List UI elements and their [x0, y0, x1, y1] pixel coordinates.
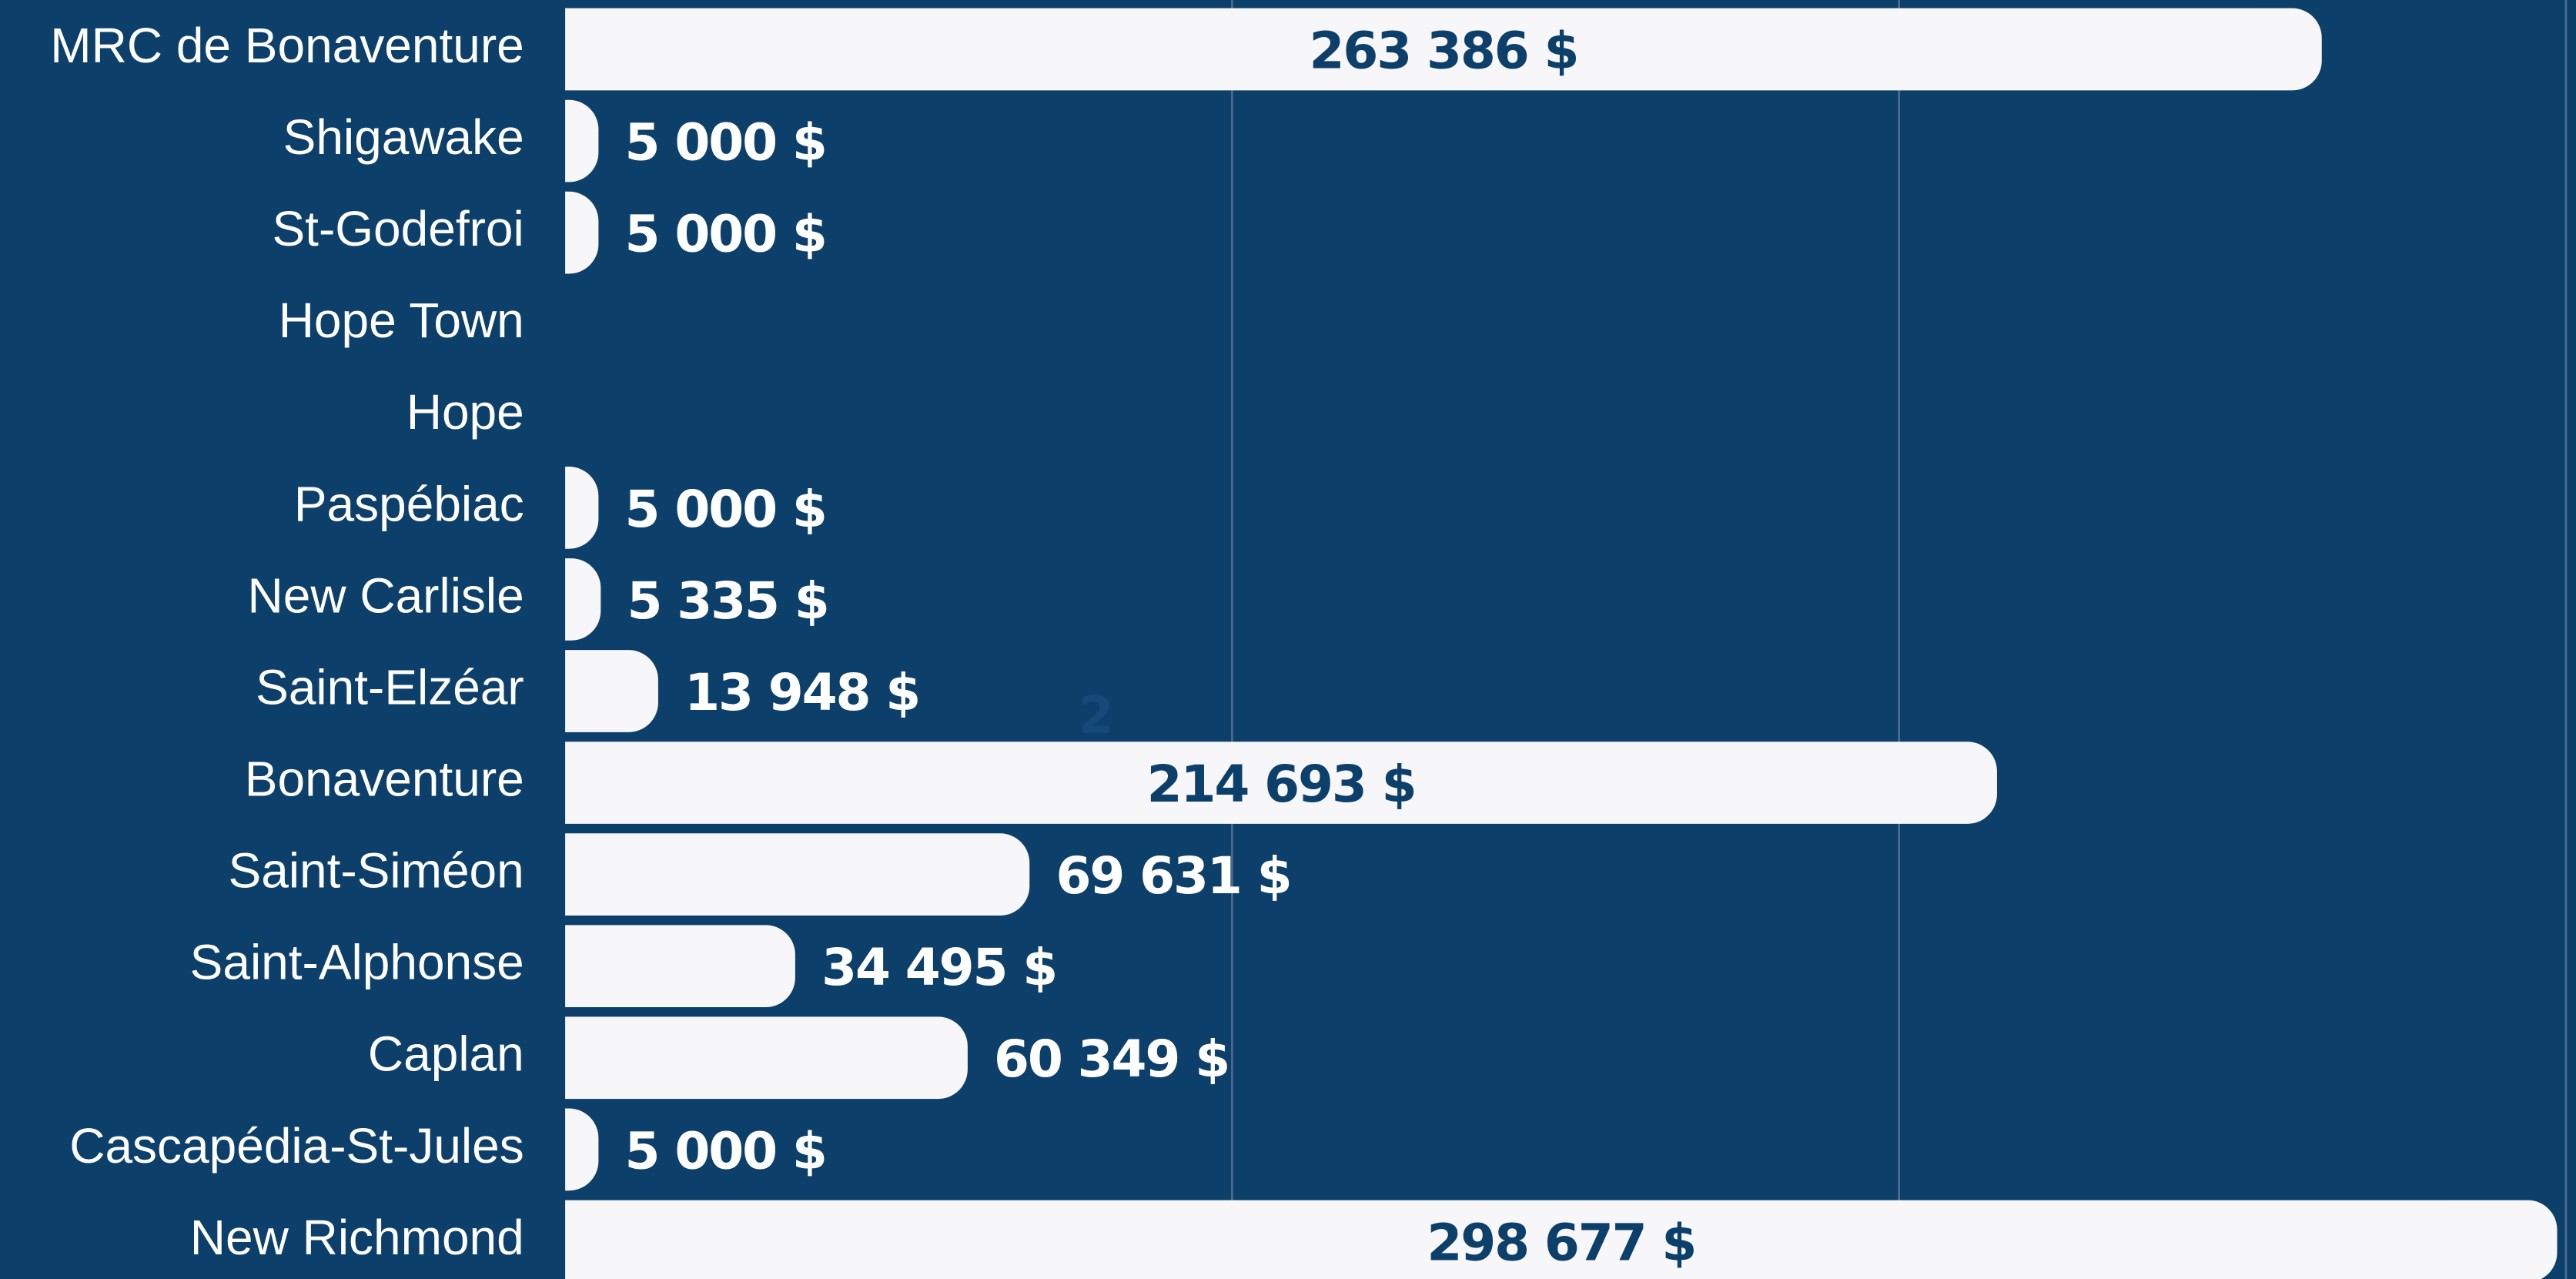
value-label: 5 000 $	[625, 113, 826, 172]
category-label: St-Godefroi	[273, 201, 524, 256]
value-label: 60 349 $	[994, 1030, 1229, 1089]
annotation: 2	[1079, 685, 1112, 745]
category-label: Paspébiac	[294, 476, 524, 531]
value-label: 5 335 $	[627, 571, 828, 631]
category-label: Bonaventure	[245, 751, 524, 806]
category-label: Shigawake	[283, 109, 524, 165]
category-label: New Carlisle	[248, 568, 524, 623]
value-label: 5 000 $	[625, 1121, 826, 1180]
value-label: 34 495 $	[821, 938, 1056, 997]
category-label: Hope Town	[279, 293, 524, 348]
bar	[565, 1200, 2558, 1279]
value-label: 5 000 $	[625, 205, 826, 264]
category-label: Caplan	[368, 1026, 524, 1082]
category-label: MRC de Bonaventure	[50, 18, 524, 73]
bar	[565, 742, 1997, 824]
category-label: New Richmond	[190, 1210, 524, 1265]
bar	[565, 1016, 968, 1100]
bar	[565, 467, 599, 549]
bar	[565, 99, 599, 182]
bar	[565, 558, 601, 641]
value-label: 13 948 $	[684, 663, 919, 722]
value-label: 263 386 $	[1309, 21, 1577, 80]
bar	[565, 650, 658, 732]
value-label: 298 677 $	[1427, 1213, 1695, 1272]
category-label: Hope	[406, 384, 524, 440]
bar	[565, 8, 2322, 91]
bar	[565, 191, 599, 274]
bar	[565, 1108, 599, 1191]
category-label: Saint-Elzéar	[256, 659, 524, 715]
category-label: Saint-Siméon	[229, 843, 524, 899]
bar	[565, 833, 1030, 916]
value-label: 69 631 $	[1055, 846, 1290, 906]
value-label: 214 693 $	[1147, 755, 1416, 814]
bar	[565, 925, 795, 1008]
category-label: Saint-Alphonse	[190, 935, 524, 990]
value-label: 5 000 $	[625, 480, 826, 539]
category-label: Cascapédia-St-Jules	[69, 1118, 524, 1174]
